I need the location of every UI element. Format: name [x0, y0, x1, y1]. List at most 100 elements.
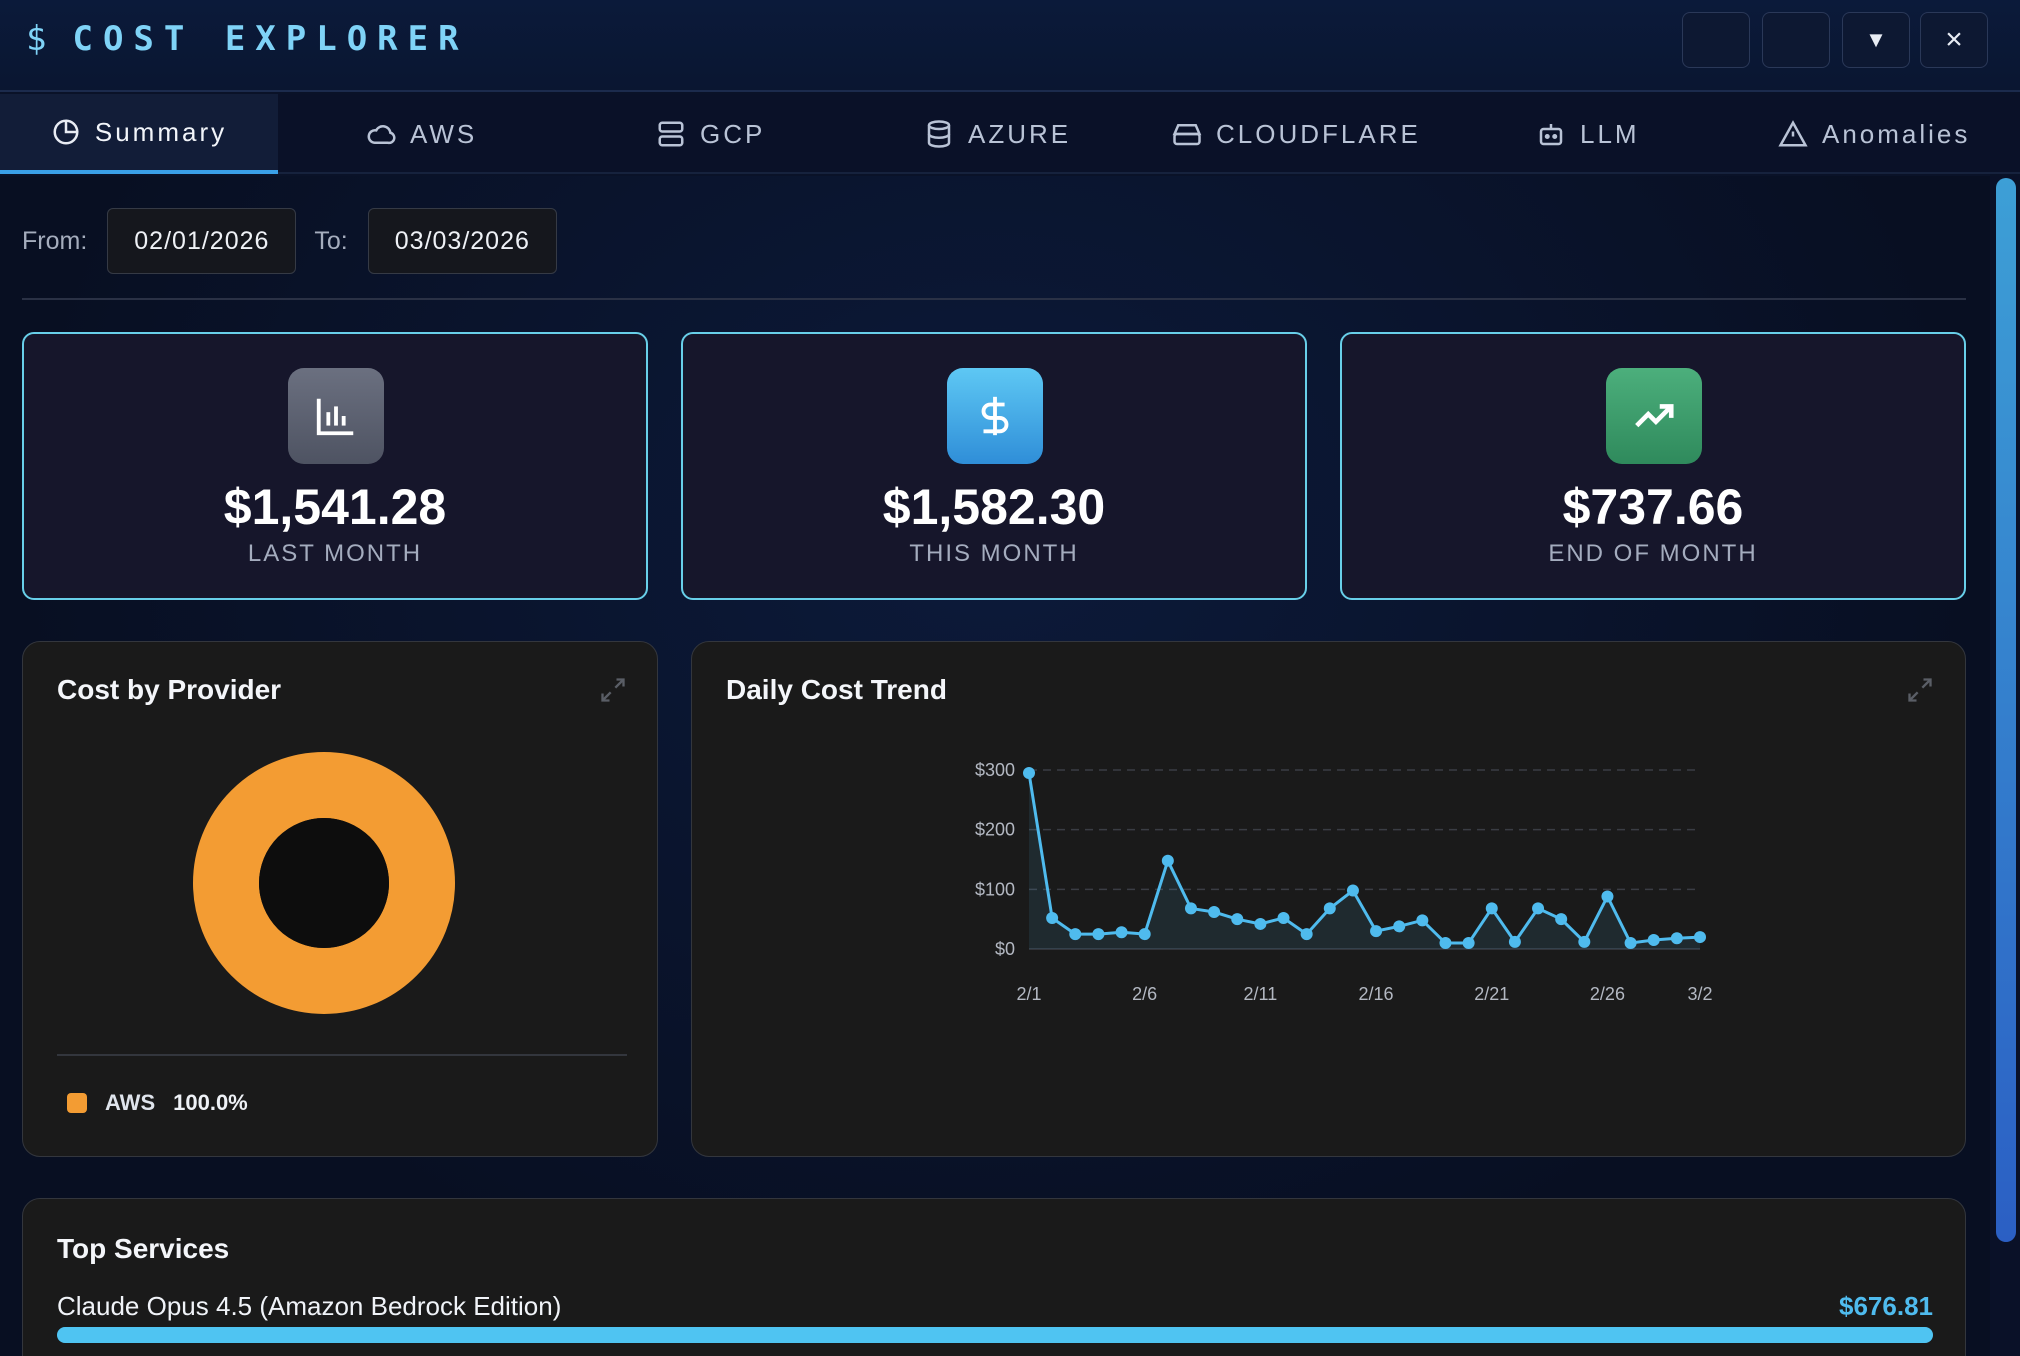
cloud-icon — [367, 125, 396, 145]
data-point[interactable] — [1485, 902, 1498, 915]
data-point[interactable] — [1208, 906, 1221, 919]
kpi-card-this-month: $1,582.30 THIS MONTH — [681, 332, 1307, 600]
data-point[interactable] — [1555, 913, 1568, 926]
donut-slice-aws[interactable] — [193, 752, 455, 1014]
donut-hole — [259, 818, 389, 948]
service-bar-track — [57, 1327, 1933, 1343]
legend-item-aws[interactable]: AWS 100.0% — [67, 1090, 248, 1116]
x-tick-label: 2/1 — [1016, 984, 1041, 1004]
data-point[interactable] — [1023, 766, 1035, 779]
data-point[interactable] — [1694, 931, 1706, 944]
x-tick-label: 2/11 — [1244, 984, 1278, 1004]
dropdown-button[interactable]: ▼ — [1842, 12, 1910, 68]
robot-icon — [1539, 124, 1563, 146]
data-point[interactable] — [1416, 914, 1429, 927]
chevron-down-icon: ▼ — [1865, 27, 1887, 52]
kpi-label: THIS MONTH — [909, 540, 1079, 567]
to-date-input[interactable]: 03/03/2026 — [367, 208, 557, 274]
data-point[interactable] — [1069, 928, 1082, 941]
legend-swatch — [67, 1093, 87, 1113]
data-point[interactable] — [1370, 925, 1383, 938]
dollar-icon — [947, 368, 1043, 464]
service-name: Claude Opus 4.5 (Amazon Bedrock Edition) — [57, 1291, 562, 1321]
cost-by-provider-panel: Cost by Provider AWS 100.0% — [22, 641, 658, 1157]
data-point[interactable] — [1323, 902, 1336, 915]
data-point[interactable] — [1161, 854, 1174, 867]
to-label: To: — [314, 226, 348, 255]
y-tick-label: $100 — [975, 879, 1015, 899]
warning-icon — [1778, 120, 1808, 147]
server-icon — [658, 121, 684, 147]
data-point[interactable] — [1346, 884, 1359, 897]
title-bar: $ COST EXPLORER ▼ × — [0, 0, 2020, 92]
data-point[interactable] — [1647, 934, 1660, 947]
service-cost: $676.81 — [1839, 1291, 1933, 1321]
bar-chart-icon — [288, 368, 384, 464]
tab-gcp[interactable]: GCP — [656, 94, 765, 174]
data-point[interactable] — [1462, 937, 1475, 950]
tab-cloudflare[interactable]: CLOUDFLARE — [1172, 94, 1421, 174]
data-point[interactable] — [1508, 935, 1521, 948]
data-point[interactable] — [1670, 932, 1683, 945]
blank-button-1[interactable] — [1682, 12, 1750, 68]
kpi-label: LAST MONTH — [247, 540, 423, 567]
trending-up-icon — [1606, 368, 1702, 464]
tab-label: AZURE — [968, 118, 1072, 149]
y-tick-label: $200 — [975, 820, 1015, 840]
data-point[interactable] — [1138, 928, 1151, 941]
pie-chart-icon — [53, 119, 79, 145]
divider — [22, 298, 1966, 300]
data-point[interactable] — [1439, 937, 1452, 950]
tab-label: LLM — [1580, 118, 1640, 149]
data-point[interactable] — [1046, 911, 1059, 924]
tab-bar: Summary AWS GCP AZURE CLOUDFLARE LLM Ano… — [0, 94, 2020, 174]
data-point[interactable] — [1092, 928, 1105, 941]
legend-percent: 100.0% — [173, 1090, 248, 1115]
top-services-panel: Top Services Claude Opus 4.5 (Amazon Bed… — [22, 1198, 1966, 1356]
data-point[interactable] — [1624, 937, 1637, 950]
data-point[interactable] — [1184, 902, 1197, 915]
blank-button-2[interactable] — [1762, 12, 1830, 68]
database-icon — [927, 120, 951, 148]
service-bar-fill — [57, 1327, 1933, 1343]
kpi-label: END OF MONTH — [1548, 540, 1758, 567]
data-point[interactable] — [1393, 920, 1406, 933]
from-label: From: — [22, 226, 88, 255]
tab-label: Anomalies — [1822, 118, 1971, 149]
panel-title: Top Services — [57, 1233, 230, 1264]
tab-azure[interactable]: AZURE — [924, 94, 1071, 174]
data-point[interactable] — [1254, 917, 1267, 930]
expand-icon[interactable] — [599, 676, 627, 704]
tab-label: CLOUDFLARE — [1216, 118, 1421, 149]
tab-label: Summary — [94, 116, 228, 147]
line-chart: $0 $100 $200 $300 2/1 2/6 2/11 2/16 2/21 2/26 3/2 — [975, 760, 1713, 1004]
data-point[interactable] — [1277, 911, 1290, 924]
area-fill — [1029, 772, 1700, 949]
data-point[interactable] — [1578, 935, 1591, 948]
x-tick-label: 2/6 — [1132, 984, 1157, 1004]
x-tick-label: 3/2 — [1687, 984, 1712, 1004]
kpi-value: $1,541.28 — [223, 479, 447, 535]
scrollbar-thumb[interactable] — [1996, 178, 2016, 1242]
tab-anomalies[interactable]: Anomalies — [1778, 94, 1970, 174]
tab-aws[interactable]: AWS — [366, 94, 477, 174]
data-point[interactable] — [1231, 913, 1244, 926]
close-button[interactable]: × — [1920, 12, 1988, 68]
data-point[interactable] — [1300, 928, 1313, 941]
tab-llm[interactable]: LLM — [1536, 94, 1640, 174]
data-point[interactable] — [1601, 890, 1614, 903]
data-point[interactable] — [1532, 902, 1545, 915]
data-point[interactable] — [1115, 926, 1128, 939]
tab-summary[interactable]: Summary — [0, 94, 278, 174]
app-title: $ COST EXPLORER — [26, 18, 469, 60]
daily-cost-trend-panel: Daily Cost Trend $0 $100 $200 $300 2/1 2/6 2/1… — [691, 641, 1966, 1157]
app-title-text: COST EXPLORER — [72, 19, 469, 59]
kpi-card-last-month: $1,541.28 LAST MONTH — [22, 332, 648, 600]
tab-label: AWS — [410, 118, 478, 149]
kpi-value: $737.66 — [1562, 479, 1744, 535]
x-tick-label: 2/26 — [1590, 984, 1625, 1004]
from-date-input[interactable]: 02/01/2026 — [107, 208, 297, 274]
dollar-icon: $ — [26, 19, 47, 59]
hard-drive-icon — [1172, 124, 1202, 146]
expand-icon[interactable] — [1906, 676, 1934, 704]
